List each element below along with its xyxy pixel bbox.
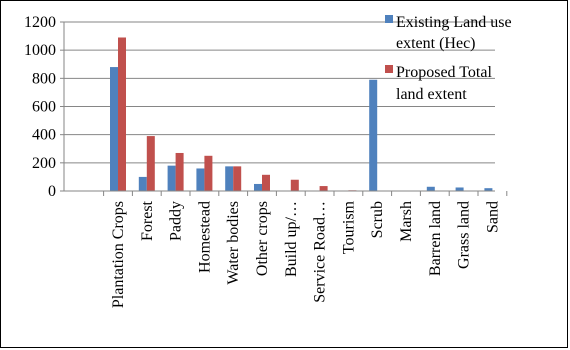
legend-label: Existing Land use [396,14,512,31]
x-tick-label: Tourism [340,200,357,254]
bar-existing [369,79,378,191]
bar-existing [455,187,464,191]
bar-proposed [319,186,328,191]
legend-label: Proposed Total [396,64,492,81]
bar-existing [196,168,205,191]
legend: Existing Land use extent (Hec) Proposed To… [385,14,512,103]
bar-proposed [146,136,155,191]
bar-proposed [175,152,184,191]
legend-label: land extent [396,86,467,103]
bars [110,37,493,191]
x-tick-labels: Plantation Crops Forest Paddy Homestead Wate… [110,200,501,308]
x-tick-label: Paddy [168,201,185,241]
bar-existing [254,183,262,191]
x-tick-label: Forest [139,200,156,241]
x-tick-label: Service Road… [312,201,329,303]
x-tick-label: Grass land [456,201,473,269]
x-tick-label: Barren land [427,201,444,276]
bar-existing [426,186,435,191]
y-tick-label: 1200 [24,14,56,31]
x-tick-label: Plantation Crops [110,201,127,308]
bar-existing [138,176,147,191]
x-tick-label: Sand [484,201,501,233]
x-tick-label: Other crops [254,201,271,276]
axes [60,21,508,196]
x-tick-label: Build up/… [283,201,300,277]
bar-existing [484,188,493,191]
y-tick-label: 600 [32,99,56,116]
gridlines [64,21,495,164]
bar-proposed [204,155,213,191]
bar-proposed [118,37,126,191]
y-tick-labels: 0 200 400 600 800 1000 1200 [24,14,56,200]
legend-label: extent (Hec) [396,35,476,52]
y-tick-label: 400 [32,127,56,144]
y-tick-label: 1000 [24,42,56,59]
bar-existing [225,166,234,191]
y-tick-label: 800 [32,70,56,87]
bar-proposed [290,179,299,191]
x-tick-label: Homestead [196,201,213,273]
x-tick-label: Scrub [369,201,386,238]
y-tick-label: 200 [32,155,56,172]
x-tick-label: Water bodies [225,201,242,285]
bar-proposed [233,166,242,191]
bar-proposed [262,174,270,191]
bar-existing [110,67,118,191]
x-tick-label: Marsh [398,201,415,242]
bar-existing [167,165,176,191]
y-tick-label: 0 [48,183,56,200]
legend-swatch-proposed [385,65,393,73]
legend-swatch-existing [385,15,393,23]
